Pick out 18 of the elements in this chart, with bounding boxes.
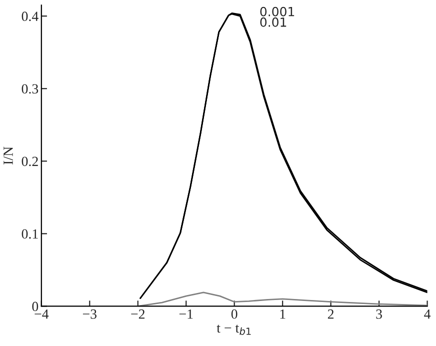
x-tick-label: −4 — [34, 309, 49, 319]
y-tick-label: 0 — [32, 302, 38, 312]
y-tick-label: 0.4 — [22, 12, 38, 22]
x-axis-title: t − t$_{b1}$ — [216, 324, 251, 335]
x-tick-label: 1 — [280, 309, 286, 319]
y-axis-title: I/N — [4, 146, 13, 164]
x-tick-label: −3 — [82, 309, 96, 319]
x-tick-label: −2 — [131, 309, 145, 319]
annotation: 0.01 — [260, 17, 286, 27]
y-tick-label: 0.2 — [22, 156, 38, 166]
annotation: 0.001 — [260, 6, 294, 16]
y-tick-label: 0.3 — [22, 84, 38, 94]
y-tick-label: 0.1 — [22, 229, 38, 239]
x-tick-label: 2 — [328, 309, 334, 319]
x-tick-label: −1 — [179, 309, 193, 319]
x-tick-label: 3 — [376, 309, 382, 319]
x-tick-label: 0 — [231, 309, 238, 319]
x-tick-label: 4 — [424, 309, 431, 319]
